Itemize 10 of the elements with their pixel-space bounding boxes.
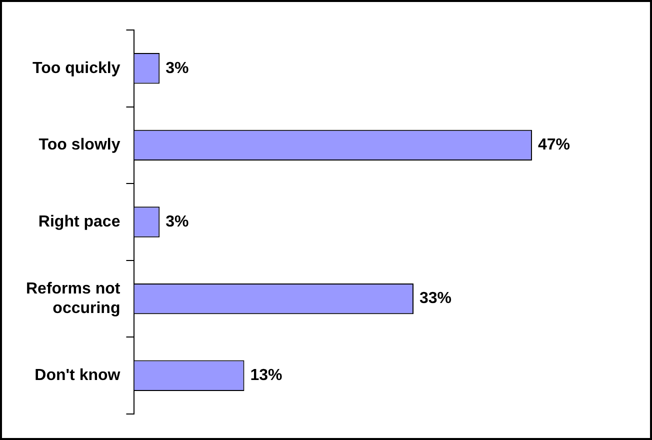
y-tick-label: Don't know <box>34 367 121 384</box>
data-label: 13% <box>250 367 282 384</box>
y-tick-label: Right pace <box>38 213 120 230</box>
data-label: 47% <box>538 136 570 154</box>
y-tick-label: Reforms not occuring <box>26 280 121 317</box>
data-label: 33% <box>420 290 452 308</box>
y-tick-label: Too slowly <box>38 136 120 154</box>
data-label: 3% <box>166 60 189 77</box>
y-tick-label: Too quickly <box>32 60 120 77</box>
data-label: 3% <box>166 213 189 230</box>
